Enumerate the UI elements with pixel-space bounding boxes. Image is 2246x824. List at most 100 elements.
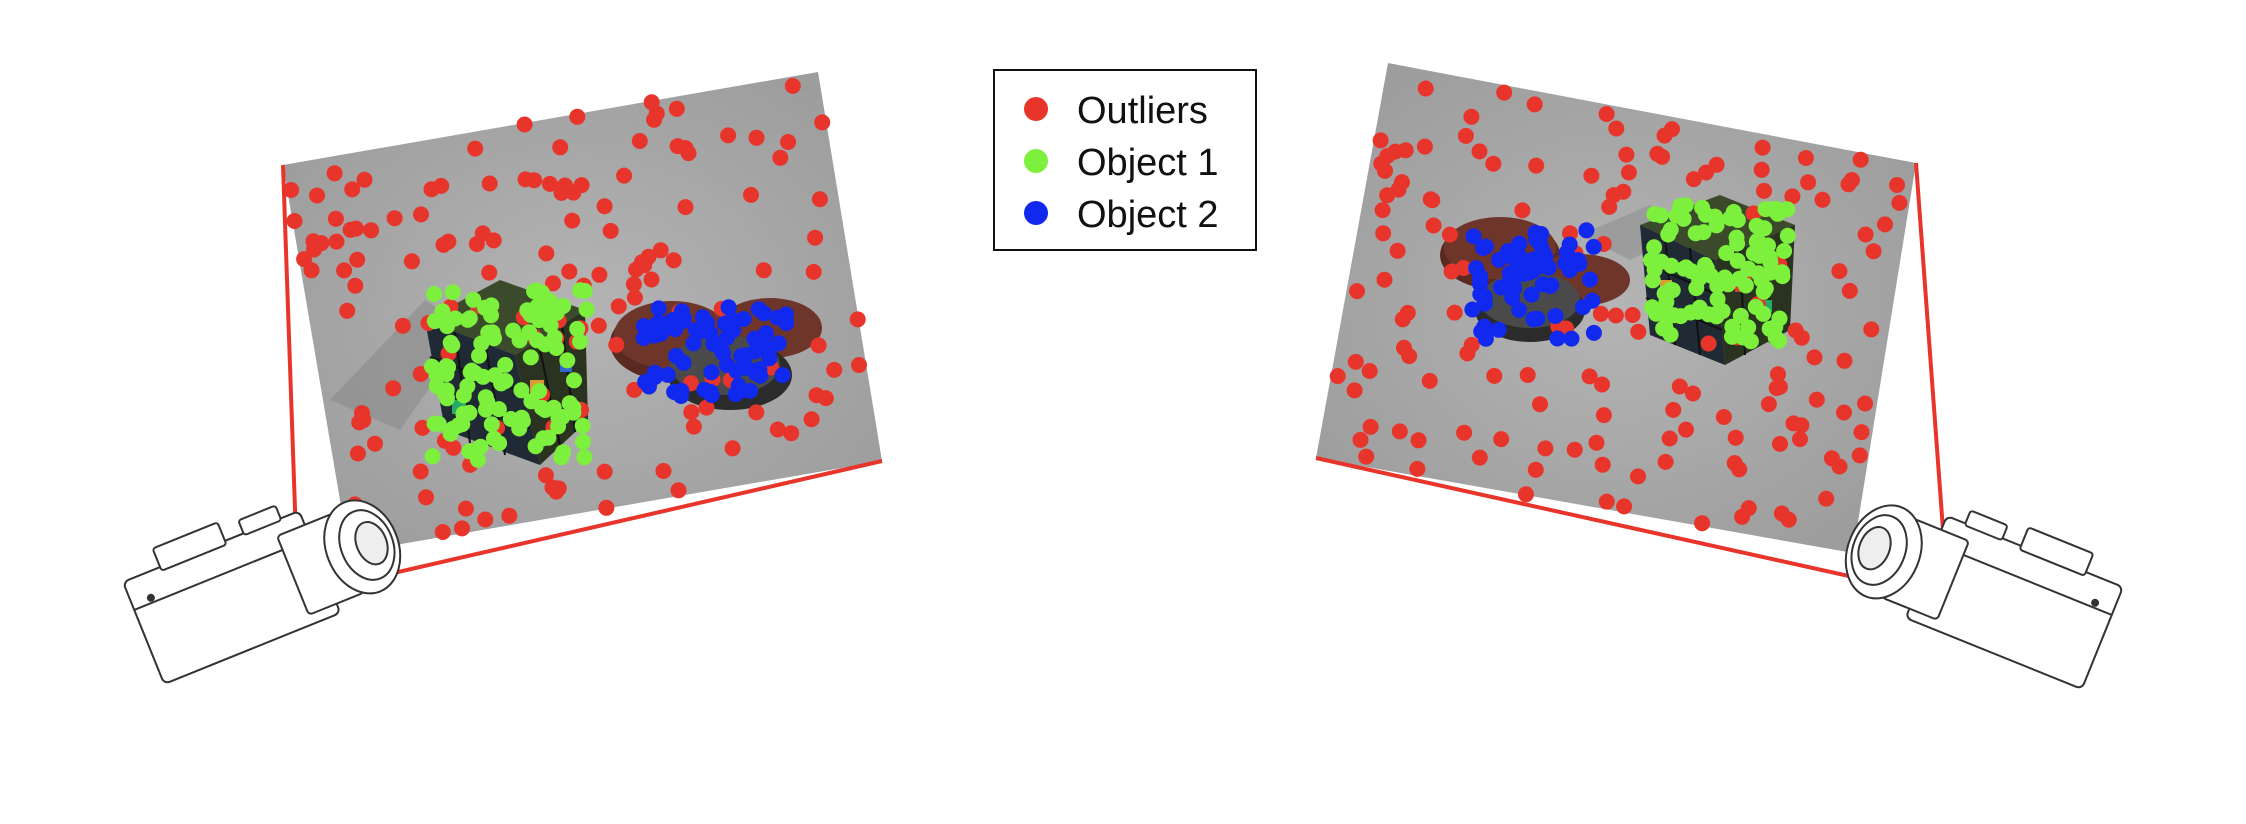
object-2-point [774, 367, 791, 384]
outlier-point [474, 225, 491, 242]
outlier-point [434, 524, 451, 540]
object-1-point [522, 349, 539, 366]
outlier-point [328, 233, 345, 250]
object-2-point [1534, 276, 1551, 293]
outlier-point [811, 191, 828, 208]
outlier-point [1347, 353, 1364, 370]
outlier-point [339, 302, 356, 319]
outlier-point [814, 114, 831, 131]
outlier-point [283, 182, 300, 198]
outlier-point [1607, 307, 1624, 324]
outlier-point [477, 511, 494, 528]
object-1-point [565, 404, 582, 421]
legend: Outliers Object 1 Object 2 [993, 69, 1257, 251]
outlier-point [1598, 493, 1615, 510]
outlier-point [803, 411, 820, 428]
outlier-point [1840, 176, 1857, 193]
outlier-point [553, 184, 570, 201]
object-2-point [769, 309, 786, 326]
outlier-point [1562, 225, 1578, 242]
object-2-point [673, 303, 690, 320]
object-1-point [1662, 221, 1679, 238]
outlier-point [602, 222, 619, 239]
outlier-point [808, 387, 825, 404]
outlier-point [805, 263, 822, 280]
object-2-point [685, 335, 702, 352]
object-1-point [1728, 229, 1745, 246]
object-2-point [1490, 321, 1507, 338]
outlier-point [1685, 385, 1701, 402]
outlier-point [670, 482, 687, 499]
outlier-point [1831, 263, 1848, 280]
outlier-point [1410, 432, 1427, 449]
outlier-point [743, 186, 759, 203]
object-1-point [1709, 291, 1726, 308]
outlier-point [386, 210, 403, 227]
outlier-point [1863, 321, 1880, 338]
object-2-point [1584, 292, 1601, 309]
object-1-point [1652, 207, 1669, 224]
object-1-point [550, 418, 567, 435]
outlier-point [367, 435, 383, 452]
object-2-point [738, 359, 755, 376]
outlier-point [342, 221, 359, 238]
outlier-point [1852, 151, 1869, 168]
object-1-point [1662, 326, 1679, 343]
outlier-point [1853, 424, 1870, 441]
outlier-point [1808, 391, 1825, 408]
object-1-point [439, 318, 456, 335]
outlier-point [772, 149, 789, 166]
outlier-point [807, 229, 824, 246]
outlier-point [1417, 80, 1434, 97]
outlier-point [1566, 441, 1583, 458]
outlier-point [643, 94, 660, 111]
outlier-point [1877, 216, 1893, 233]
object-2-point [1464, 301, 1481, 318]
outlier-point [596, 463, 613, 480]
outlier-point [1456, 424, 1473, 441]
object-2-point [1525, 311, 1542, 328]
outlier-point [1806, 349, 1823, 366]
object-2-point [698, 314, 715, 331]
outlier-point [1352, 431, 1369, 448]
outlier-point [354, 405, 370, 421]
outlier-point [1362, 418, 1379, 435]
outlier-point [1346, 382, 1363, 399]
object-2-point [659, 366, 676, 383]
outlier-point [309, 187, 325, 204]
object-1-point [491, 435, 508, 452]
object-2-point [1563, 330, 1580, 347]
outlier-point [851, 357, 867, 373]
object-1-point [1657, 305, 1673, 322]
outlier-point [412, 366, 429, 382]
outlier-point [1698, 164, 1714, 181]
object-2-point [1472, 270, 1488, 287]
outlier-point [1726, 455, 1743, 472]
object-1-point [472, 438, 489, 455]
object-2-point [1493, 279, 1509, 296]
outlier-point [683, 404, 700, 421]
outlier-point [403, 253, 420, 270]
object-2-point [1465, 228, 1482, 245]
outlier-point [1463, 336, 1480, 353]
outlier-point [1375, 225, 1392, 242]
object-1-point [490, 401, 507, 418]
outlier-point [1630, 468, 1646, 485]
object-2-point [1549, 330, 1566, 347]
object-2-point [1578, 222, 1595, 239]
outlier-point [344, 181, 361, 198]
object-1-point [1668, 207, 1685, 224]
outlier-point [1441, 226, 1458, 243]
object-1-point [1697, 256, 1713, 273]
outlier-point [296, 251, 313, 268]
object-1-point [538, 309, 555, 326]
outlier-point [1518, 486, 1534, 503]
outlier-point [1760, 396, 1777, 413]
outlier-point [1649, 145, 1666, 162]
outlier-point [685, 418, 702, 435]
outlier-point [1416, 138, 1433, 155]
object-1-point [559, 352, 576, 369]
object-1-point [537, 402, 554, 418]
object-1-point [1748, 217, 1765, 234]
object-1-point [513, 382, 530, 399]
